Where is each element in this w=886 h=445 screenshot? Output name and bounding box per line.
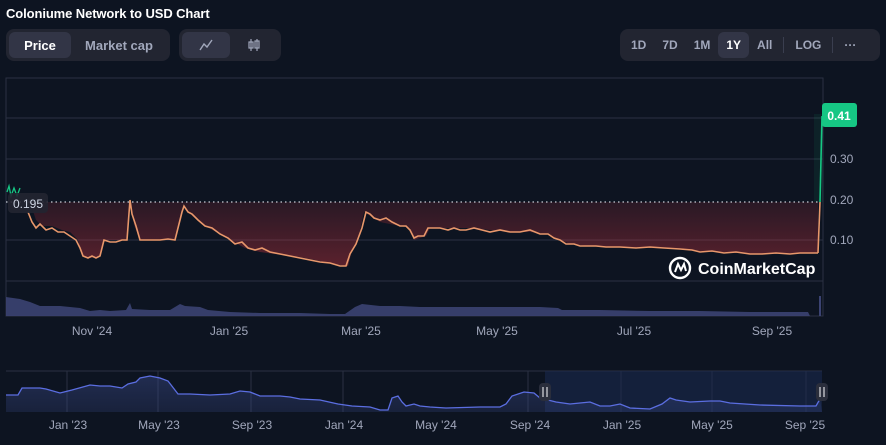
- navigator-area: [6, 376, 822, 412]
- page-title: Coloniume Network to USD Chart: [6, 6, 210, 21]
- divider: [832, 37, 834, 53]
- nav-x-tick: Sep '24: [510, 418, 551, 432]
- volume-bar-last: [819, 296, 821, 316]
- x-tick: Jul '25: [617, 324, 652, 338]
- candlestick-button[interactable]: [230, 32, 278, 58]
- gridlines: [6, 117, 823, 282]
- nav-x-tick: May '25: [691, 418, 733, 432]
- y-tick: 0.30: [830, 152, 854, 166]
- current-price-badge: [822, 103, 857, 127]
- tab-market-cap[interactable]: Market cap: [85, 37, 153, 53]
- y-tick: 0.10: [830, 233, 854, 247]
- range-7d[interactable]: 7D: [662, 38, 678, 52]
- up-glow: [814, 114, 823, 202]
- navigator[interactable]: Jan '23 May '23 Sep '23 Jan '24 May '24 …: [6, 370, 828, 432]
- volume-bars: [6, 297, 810, 316]
- log-scale-button[interactable]: LOG: [795, 38, 822, 52]
- navigator-handle-right[interactable]: [816, 383, 828, 401]
- nav-x-tick: May '24: [415, 418, 457, 432]
- price-line: [27, 199, 818, 267]
- candlestick-icon: [248, 39, 260, 51]
- navigator-line: [6, 375, 821, 411]
- x-tick: May '25: [476, 324, 518, 338]
- range-1m[interactable]: 1M: [693, 38, 711, 52]
- nav-x-tick: Sep '25: [785, 418, 826, 432]
- baseline-label: 0.195: [13, 197, 43, 211]
- nav-x-tick: Sep '23: [232, 418, 273, 432]
- divider: [783, 37, 785, 53]
- range-all[interactable]: All: [757, 38, 773, 52]
- watermark-text: CoinMarketCap: [698, 261, 816, 278]
- plot-frame: [5, 77, 824, 317]
- tab-price[interactable]: Price: [9, 32, 71, 58]
- chart-style-toggle: [179, 29, 281, 61]
- line-chart-button[interactable]: [182, 32, 230, 58]
- range-1d[interactable]: 1D: [631, 38, 647, 52]
- range-1y[interactable]: 1Y: [718, 32, 750, 58]
- baseline-label-bg: [8, 193, 48, 213]
- x-tick: Mar '25: [341, 324, 381, 338]
- x-tick: Jan '25: [210, 324, 249, 338]
- price-line-up-spike: [819, 115, 823, 203]
- price-area-below-baseline: [30, 200, 818, 266]
- price-chart[interactable]: 0.195 0.30 0.20 0.10 0.41 CoinMarketCap …: [0, 70, 886, 445]
- line-chart-icon: [199, 39, 213, 51]
- y-axis: 0.30 0.20 0.10: [830, 152, 854, 247]
- nav-x-tick: Jan '23: [49, 418, 88, 432]
- y-tick: 0.20: [830, 193, 854, 207]
- coinmarketcap-watermark: CoinMarketCap: [668, 256, 816, 280]
- nav-x-tick: Jan '24: [325, 418, 364, 432]
- coinmarketcap-logo-icon: [668, 256, 692, 280]
- more-options-button[interactable]: ···: [844, 38, 857, 52]
- nav-x-tick: May '23: [138, 418, 180, 432]
- current-price-label: 0.41: [827, 109, 851, 123]
- navigator-handle-left[interactable]: [539, 383, 551, 401]
- navigator-x-axis: Jan '23 May '23 Sep '23 Jan '24 May '24 …: [49, 418, 826, 432]
- price-line-up-end: [817, 201, 821, 254]
- price-marketcap-toggle: Price Market cap: [6, 29, 170, 61]
- nav-x-tick: Jan '25: [603, 418, 642, 432]
- x-tick: Sep '25: [752, 324, 793, 338]
- x-tick: Nov '24: [72, 324, 113, 338]
- time-range-toggle: 1D 7D 1M 1Y All LOG ···: [620, 29, 880, 61]
- x-axis: Nov '24 Jan '25 Mar '25 May '25 Jul '25 …: [72, 324, 793, 338]
